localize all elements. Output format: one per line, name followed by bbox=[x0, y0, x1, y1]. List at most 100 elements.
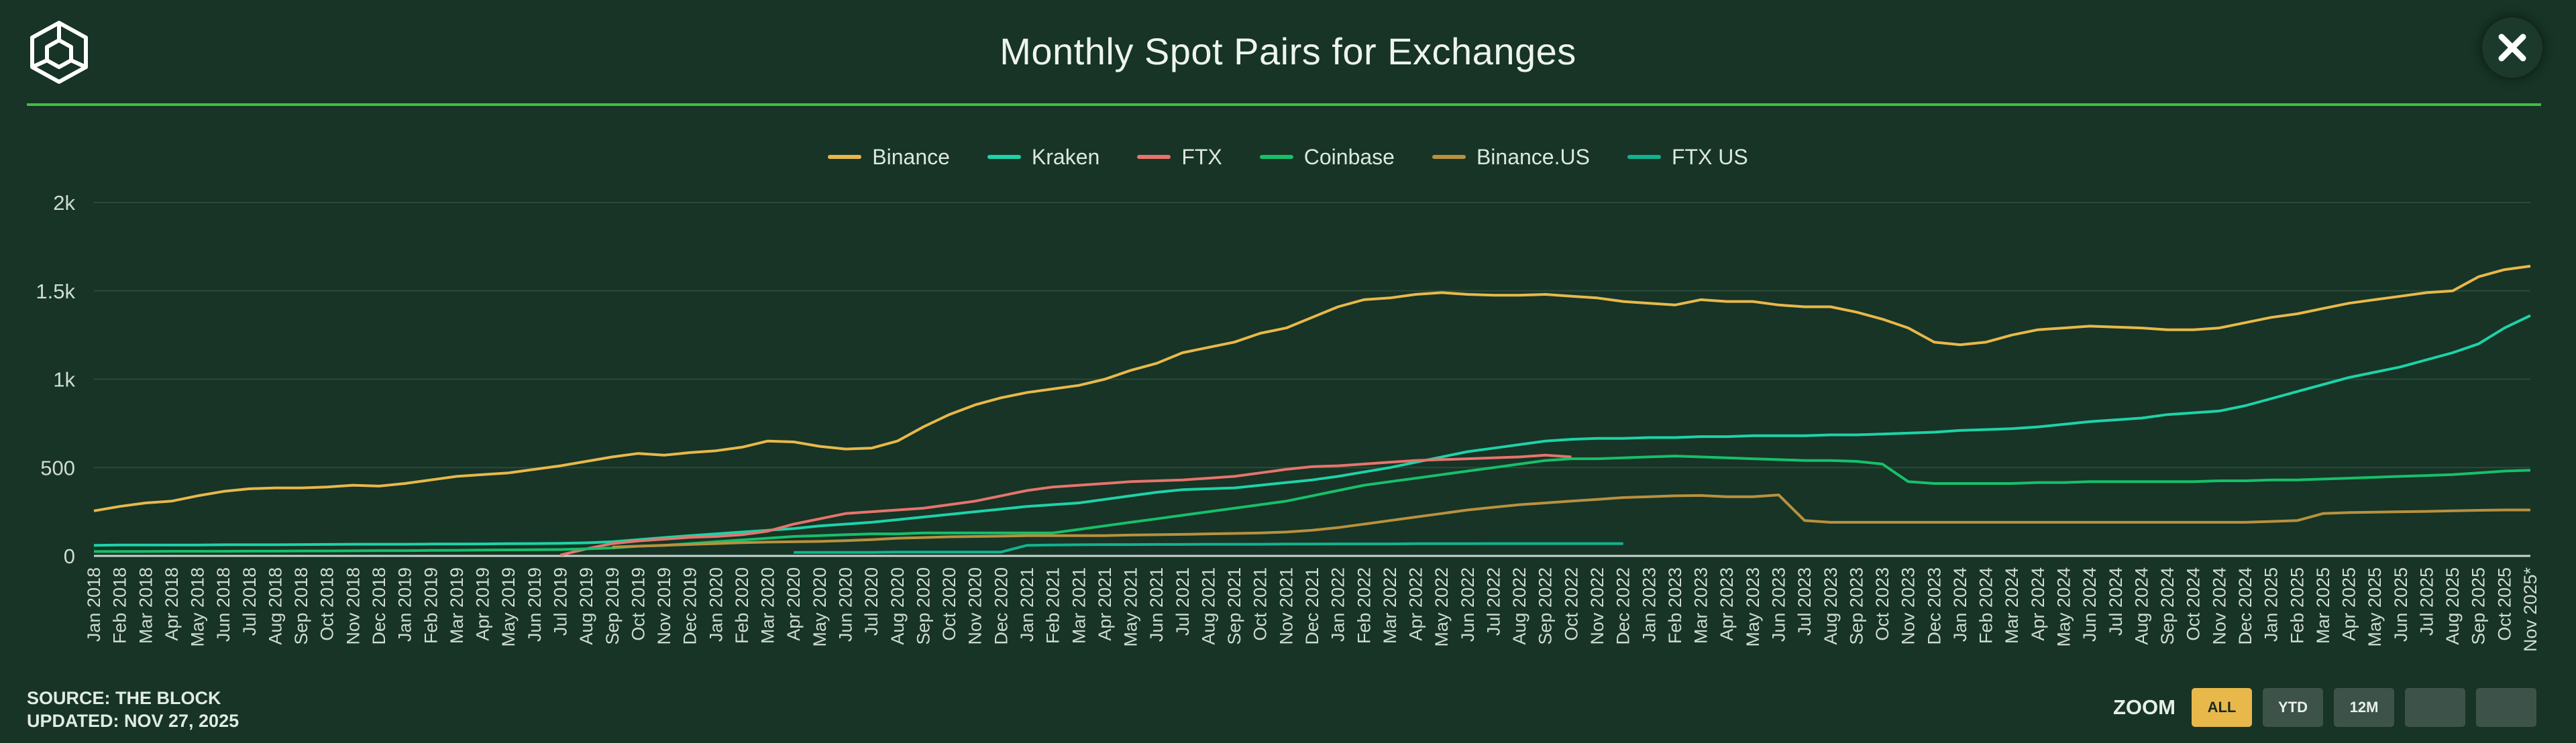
x-tick-label: Jun 2025 bbox=[2391, 567, 2411, 642]
x-tick-label: Jun 2023 bbox=[1768, 567, 1788, 642]
x-tick-label: Jun 2024 bbox=[2080, 567, 2100, 642]
x-tick-label: Oct 2025 bbox=[2494, 567, 2514, 641]
x-tick-label: Jan 2023 bbox=[1639, 567, 1659, 642]
x-tick-label: Nov 2020 bbox=[965, 567, 985, 645]
x-tick-label: Sep 2020 bbox=[913, 567, 933, 645]
chart-legend: Binance Kraken FTX Coinbase Binance.US FTX US bbox=[0, 142, 2576, 172]
x-tick-label: Mar 2023 bbox=[1691, 567, 1711, 644]
x-tick-label: Apr 2024 bbox=[2028, 567, 2048, 641]
x-tick-label: Dec 2021 bbox=[1302, 567, 1322, 645]
x-tick-label: Jan 2020 bbox=[706, 567, 726, 642]
x-tick-label: Feb 2024 bbox=[1976, 567, 1996, 644]
legend-item-ftx[interactable]: FTX bbox=[1137, 145, 1222, 170]
x-tick-label: Mar 2020 bbox=[758, 567, 778, 644]
x-tick-label: Sep 2025 bbox=[2469, 567, 2489, 645]
y-axis: 0 500 1k 1.5k 2k bbox=[36, 191, 75, 568]
zoom-button-ytd[interactable]: YTD bbox=[2263, 688, 2323, 727]
x-tick-label: Jul 2024 bbox=[2106, 567, 2126, 636]
x-tick-label: Feb 2018 bbox=[110, 567, 130, 644]
legend-label: FTX US bbox=[1671, 144, 1748, 169]
x-tick-label: Sep 2021 bbox=[1224, 567, 1244, 645]
x-tick-label: May 2020 bbox=[810, 567, 830, 647]
legend-item-binance[interactable]: Binance bbox=[828, 145, 950, 170]
x-tick-label: Nov 2019 bbox=[654, 567, 674, 645]
x-tick-label: Jan 2024 bbox=[1950, 567, 1970, 642]
x-tick-label: Apr 2018 bbox=[162, 567, 182, 641]
x-tick-label: Feb 2019 bbox=[421, 567, 441, 644]
x-tick-label: Apr 2023 bbox=[1717, 567, 1737, 641]
x-tick-label: May 2018 bbox=[188, 567, 208, 647]
legend-label: Kraken bbox=[1031, 144, 1100, 169]
x-tick-label: Jun 2019 bbox=[525, 567, 545, 642]
x-tick-label: Aug 2021 bbox=[1198, 567, 1218, 645]
legend-item-kraken[interactable]: Kraken bbox=[987, 145, 1099, 170]
legend-label: Coinbase bbox=[1303, 144, 1395, 169]
x-tick-label: May 2021 bbox=[1121, 567, 1141, 647]
x-tick-label: Oct 2020 bbox=[939, 567, 959, 641]
the-block-cube-icon[interactable] bbox=[27, 19, 91, 86]
series-line-ftx-us[interactable] bbox=[794, 542, 1623, 554]
x-tick-label: Sep 2018 bbox=[291, 567, 311, 645]
x-tick-label: Mar 2018 bbox=[136, 567, 156, 644]
x-tick-label: Aug 2025 bbox=[2443, 567, 2463, 645]
x-tick-label: Jul 2020 bbox=[861, 567, 881, 636]
x-tick-label: Jul 2022 bbox=[1483, 567, 1503, 636]
x-tick-label: Aug 2019 bbox=[576, 567, 596, 645]
series-line-kraken[interactable] bbox=[93, 314, 2531, 547]
x-tick-label: Feb 2022 bbox=[1354, 567, 1374, 644]
legend-item-ftx-us[interactable]: FTX US bbox=[1627, 145, 1748, 170]
x-tick-label: Aug 2023 bbox=[1821, 567, 1841, 645]
x-tick-label: Apr 2020 bbox=[784, 567, 804, 641]
x-tick-label: Aug 2022 bbox=[1509, 567, 1529, 645]
page-title: Monthly Spot Pairs for Exchanges bbox=[1000, 30, 1576, 72]
x-tick-label: Jun 2018 bbox=[213, 567, 233, 642]
zoom-button-12m[interactable]: 12M bbox=[2334, 688, 2394, 727]
x-tick-label: Jun 2022 bbox=[1458, 567, 1478, 642]
x-tick-label: Jan 2019 bbox=[395, 567, 415, 642]
x-tick-label: Oct 2019 bbox=[628, 567, 648, 641]
header: Monthly Spot Pairs for Exchanges bbox=[0, 0, 2576, 107]
x-tick-label: Apr 2021 bbox=[1095, 567, 1115, 641]
x-tick-label: Jan 2022 bbox=[1328, 567, 1348, 642]
x-tick-label: Sep 2024 bbox=[2157, 567, 2178, 645]
x-tick-label: Jul 2018 bbox=[239, 567, 260, 636]
legend-swatch bbox=[1137, 155, 1171, 159]
zoom-button-blank-3[interactable] bbox=[2405, 688, 2465, 727]
zoom-button-blank-4[interactable] bbox=[2476, 688, 2536, 727]
series-line-binance[interactable] bbox=[93, 264, 2531, 512]
x-tick-label: Mar 2021 bbox=[1069, 567, 1089, 644]
legend-item-coinbase[interactable]: Coinbase bbox=[1259, 144, 1395, 170]
x-tick-label: Aug 2024 bbox=[2131, 567, 2151, 645]
x-tick-label: Sep 2022 bbox=[1536, 567, 1556, 645]
x-tick-label: May 2022 bbox=[1432, 567, 1452, 647]
zoom-button-all[interactable]: ALL bbox=[2192, 688, 2252, 727]
series-line-coinbase[interactable] bbox=[94, 455, 2531, 553]
x-tick-label: Mar 2025 bbox=[2313, 567, 2333, 644]
x-tick-label: Oct 2018 bbox=[317, 567, 337, 641]
x-tick-label: Jan 2018 bbox=[84, 567, 104, 642]
close-button[interactable] bbox=[2482, 17, 2542, 78]
series-line-ftx[interactable] bbox=[560, 453, 1572, 557]
zoom-controls: ZOOM ALL YTD 12M bbox=[2113, 688, 2536, 727]
x-tick-label: Oct 2024 bbox=[2184, 567, 2204, 641]
series-line-binance-us[interactable] bbox=[612, 494, 2530, 549]
x-tick-label: Jun 2021 bbox=[1146, 567, 1167, 642]
header-divider bbox=[27, 103, 2541, 106]
x-tick-label: Dec 2024 bbox=[2235, 567, 2255, 645]
x-tick-label: Nov 2022 bbox=[1587, 567, 1607, 645]
x-tick-label: May 2024 bbox=[2054, 567, 2074, 647]
x-tick-label: Nov 2023 bbox=[1898, 567, 1919, 645]
x-tick-label: Dec 2019 bbox=[680, 567, 700, 645]
legend-label: FTX bbox=[1181, 144, 1222, 169]
legend-item-binance-us[interactable]: Binance.US bbox=[1432, 145, 1590, 170]
y-tick-label: 0 bbox=[64, 545, 75, 568]
legend-swatch bbox=[987, 155, 1021, 159]
legend-swatch bbox=[1259, 155, 1293, 159]
x-tick-label: Dec 2023 bbox=[1924, 567, 1944, 645]
x-tick-label: Oct 2021 bbox=[1250, 567, 1271, 641]
x-tick-label: Jul 2023 bbox=[1794, 567, 1815, 636]
x-tick-label: Jan 2021 bbox=[1017, 567, 1037, 642]
close-icon bbox=[2498, 34, 2526, 62]
x-tick-label: Sep 2019 bbox=[602, 567, 623, 645]
x-tick-label: Apr 2022 bbox=[1406, 567, 1426, 641]
